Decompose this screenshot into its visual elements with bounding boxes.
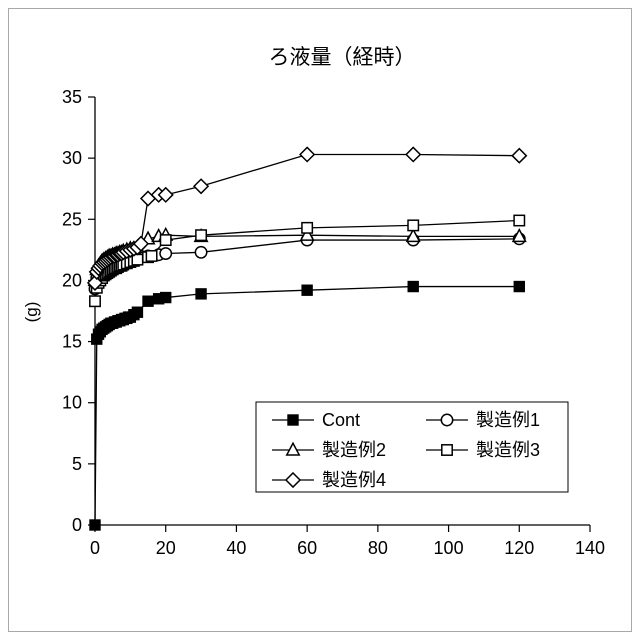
open-circle-marker xyxy=(159,247,173,260)
open-diamond-marker xyxy=(511,147,528,164)
legend-label: 製造例1 xyxy=(476,410,540,430)
open-square-marker xyxy=(89,295,101,308)
x-tick-label: 80 xyxy=(368,538,388,558)
y-tick-label: 25 xyxy=(62,209,82,229)
y-tick-label: 0 xyxy=(72,515,82,535)
filled-square-marker xyxy=(513,280,525,293)
y-tick-label: 10 xyxy=(62,393,82,413)
open-square-marker xyxy=(513,214,526,227)
y-tick-label: 30 xyxy=(62,148,82,168)
open-diamond-marker xyxy=(157,186,174,203)
x-tick-label: 20 xyxy=(156,538,176,558)
open-triangle-marker xyxy=(511,228,527,243)
x-tick-label: 0 xyxy=(90,538,100,558)
open-diamond-marker xyxy=(86,274,104,291)
x-tick-label: 140 xyxy=(575,538,605,558)
series-seizourei4 xyxy=(86,146,528,291)
open-circle-marker xyxy=(194,245,208,259)
legend-label: 製造例4 xyxy=(322,470,386,490)
filled-square-marker xyxy=(89,519,101,531)
open-square-marker xyxy=(195,229,208,242)
series-cont xyxy=(89,280,525,531)
filled-square-marker xyxy=(301,284,313,296)
open-triangle-marker xyxy=(285,441,301,456)
filled-square-marker xyxy=(287,414,299,426)
filled-square-marker xyxy=(195,288,207,300)
filled-square-marker xyxy=(142,295,154,307)
open-diamond-marker xyxy=(299,146,316,163)
legend-entry: 製造例1 xyxy=(426,410,540,430)
y-tick-label: 15 xyxy=(62,332,82,352)
legend: Cont 製造例1 製造例2 製造例3 製造例4 xyxy=(255,401,569,493)
y-axis-label: (g) xyxy=(22,302,41,323)
y-tick-label: 35 xyxy=(62,87,82,107)
legend-label: 製造例3 xyxy=(476,440,540,460)
legend-box xyxy=(255,401,569,493)
open-triangle-marker xyxy=(405,228,421,243)
legend-entry: 製造例3 xyxy=(426,440,540,460)
y-tick-label: 5 xyxy=(72,454,82,474)
open-square-marker xyxy=(159,234,172,247)
plot-area: 0 20 40 60 80 100 120 140 0 5 10 15 20 25 30 35 xyxy=(62,87,605,558)
open-square-marker xyxy=(301,221,314,234)
open-circle-marker xyxy=(440,413,454,427)
open-diamond-marker xyxy=(192,178,210,195)
open-diamond-marker xyxy=(284,471,302,489)
open-diamond-marker xyxy=(132,235,150,252)
y-tick-label: 20 xyxy=(62,270,82,290)
open-square-marker xyxy=(407,219,420,232)
filled-square-marker xyxy=(160,291,172,304)
legend-entry: Cont xyxy=(272,410,360,430)
chart-title: ろ液量（経時） xyxy=(269,46,416,69)
open-square-marker xyxy=(145,250,158,262)
x-tick-label: 100 xyxy=(434,538,464,558)
x-tick-label: 60 xyxy=(297,538,317,558)
open-triangle-marker xyxy=(299,226,315,241)
series-line xyxy=(94,153,520,283)
x-tick-label: 40 xyxy=(226,538,246,558)
x-tick-label: 120 xyxy=(504,538,534,558)
open-diamond-marker xyxy=(405,146,422,163)
legend-entry: 製造例4 xyxy=(272,470,386,490)
legend-label: 製造例2 xyxy=(322,440,386,460)
open-square-marker xyxy=(441,444,453,456)
legend-entry: 製造例2 xyxy=(272,440,386,460)
filled-square-marker xyxy=(407,280,419,293)
filled-square-marker xyxy=(131,306,144,318)
legend-label: Cont xyxy=(322,410,360,430)
